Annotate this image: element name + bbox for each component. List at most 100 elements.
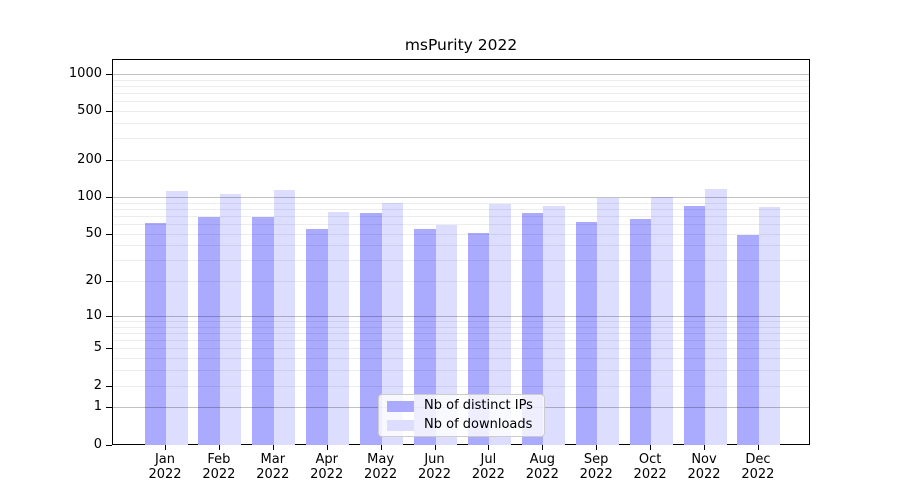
y-tick-mark: [106, 73, 112, 75]
chart-title: msPurity 2022: [404, 36, 518, 54]
bar-nb-of-downloads-jun: [435, 224, 457, 445]
y-tick-mark: [106, 407, 112, 409]
y-tick-mark: [106, 315, 112, 317]
x-tick-label-apr: Apr 2022: [310, 452, 344, 482]
y-tick-mark: [106, 385, 112, 387]
gridline: [113, 85, 809, 87]
gridline: [113, 202, 809, 204]
y-tick-mark: [106, 233, 112, 235]
bar-nb-of-downloads-oct: [651, 196, 673, 445]
bar-nb-of-distinct-ips-mar: [252, 217, 274, 445]
gridline: [113, 340, 809, 342]
bar-nb-of-distinct-ips-jul: [467, 232, 490, 445]
x-tick-mark: [542, 445, 544, 450]
y-tick-label: 50: [85, 225, 102, 241]
bar-nb-of-downloads-may: [381, 202, 404, 445]
y-tick-label: 10: [85, 307, 102, 323]
x-tick-mark: [326, 445, 328, 450]
gridline: [113, 101, 809, 103]
bar-nb-of-downloads-jan: [166, 190, 188, 445]
gridline: [113, 245, 809, 247]
x-tick-label-may: May 2022: [364, 452, 398, 482]
gridline: [113, 281, 809, 283]
legend: Nb of distinct IPs Nb of downloads: [378, 394, 545, 437]
x-tick-label-mar: Mar 2022: [256, 452, 290, 482]
legend-swatch-downloads-icon: [387, 419, 414, 431]
y-tick-label: 1: [93, 399, 102, 415]
bar-nb-of-distinct-ips-jan: [144, 223, 166, 445]
x-tick-label-jan: Jan 2022: [148, 452, 182, 482]
x-tick-label-sep: Sep 2022: [579, 452, 613, 482]
bar-nb-of-downloads-jul: [489, 203, 511, 445]
bar-nb-of-downloads-mar: [273, 189, 296, 445]
y-tick-label: 0: [93, 436, 102, 452]
x-tick-mark: [757, 445, 759, 450]
gridline: [113, 123, 809, 124]
bar-nb-of-downloads-sep: [597, 198, 619, 445]
y-tick-label: 1000: [68, 65, 102, 81]
bar-nb-of-distinct-ips-may: [360, 212, 382, 445]
x-tick-label-feb: Feb 2022: [202, 452, 236, 482]
gridline: [113, 160, 809, 162]
bar-nb-of-distinct-ips-jun: [414, 228, 436, 445]
x-tick-label-nov: Nov 2022: [687, 452, 721, 482]
gridline: [113, 348, 809, 350]
x-tick-label-dec: Dec 2022: [741, 452, 775, 482]
y-tick-mark: [106, 444, 112, 446]
plot-area: [112, 59, 810, 445]
y-tick-label: 2: [93, 377, 102, 393]
bar-nb-of-distinct-ips-apr: [306, 228, 328, 445]
bar-nb-of-downloads-dec: [758, 207, 781, 445]
x-tick-mark: [380, 445, 382, 450]
y-tick-label: 5: [93, 340, 102, 356]
bar-nb-of-distinct-ips-dec: [737, 234, 759, 445]
x-tick-mark: [218, 445, 220, 450]
x-tick-mark: [434, 445, 436, 450]
legend-label-distinct-ips: Nb of distinct IPs: [424, 398, 533, 413]
gridline: [113, 196, 809, 198]
bar-nb-of-distinct-ips-sep: [575, 222, 598, 445]
bar-nb-of-downloads-nov: [705, 189, 727, 445]
gridline: [113, 326, 809, 328]
gridline: [113, 73, 809, 75]
gridline: [113, 138, 809, 140]
x-tick-label-jul: Jul 2022: [471, 452, 505, 482]
gridline: [113, 332, 809, 334]
x-tick-mark: [596, 445, 598, 450]
y-tick-label: 100: [77, 188, 102, 204]
x-tick-label-oct: Oct 2022: [633, 452, 667, 482]
bar-nb-of-downloads-feb: [219, 193, 242, 445]
y-tick-mark: [106, 111, 112, 113]
legend-item-downloads: Nb of downloads: [387, 418, 536, 432]
y-tick-mark: [106, 348, 112, 350]
gridline: [113, 315, 809, 317]
gridline: [113, 224, 809, 225]
gridline: [113, 233, 809, 235]
bar-nb-of-distinct-ips-oct: [629, 218, 652, 445]
bar-nb-of-downloads-apr: [327, 211, 350, 445]
gridline: [113, 358, 809, 360]
y-tick-mark: [106, 160, 112, 162]
gridline: [113, 215, 809, 217]
x-tick-mark: [650, 445, 652, 450]
y-tick-label: 200: [77, 152, 102, 168]
gridline: [113, 208, 809, 210]
gridline: [113, 111, 809, 113]
x-tick-mark: [272, 445, 274, 450]
gridline: [113, 370, 809, 372]
bar-nb-of-distinct-ips-aug: [521, 212, 544, 445]
x-tick-label-jun: Jun 2022: [417, 452, 452, 482]
gridline: [113, 260, 809, 262]
legend-item-distinct-ips: Nb of distinct IPs: [387, 399, 536, 413]
gridline: [113, 321, 809, 322]
x-tick-label-aug: Aug 2022: [525, 452, 559, 482]
bar-nb-of-distinct-ips-feb: [198, 217, 220, 445]
bar-nb-of-downloads-aug: [543, 206, 565, 445]
gridline: [113, 79, 809, 81]
gridline: [113, 93, 809, 95]
legend-swatch-distinct-ips-icon: [387, 400, 414, 412]
legend-label-downloads: Nb of downloads: [424, 417, 533, 432]
bar-nb-of-distinct-ips-nov: [683, 205, 705, 445]
x-tick-mark: [704, 445, 705, 450]
